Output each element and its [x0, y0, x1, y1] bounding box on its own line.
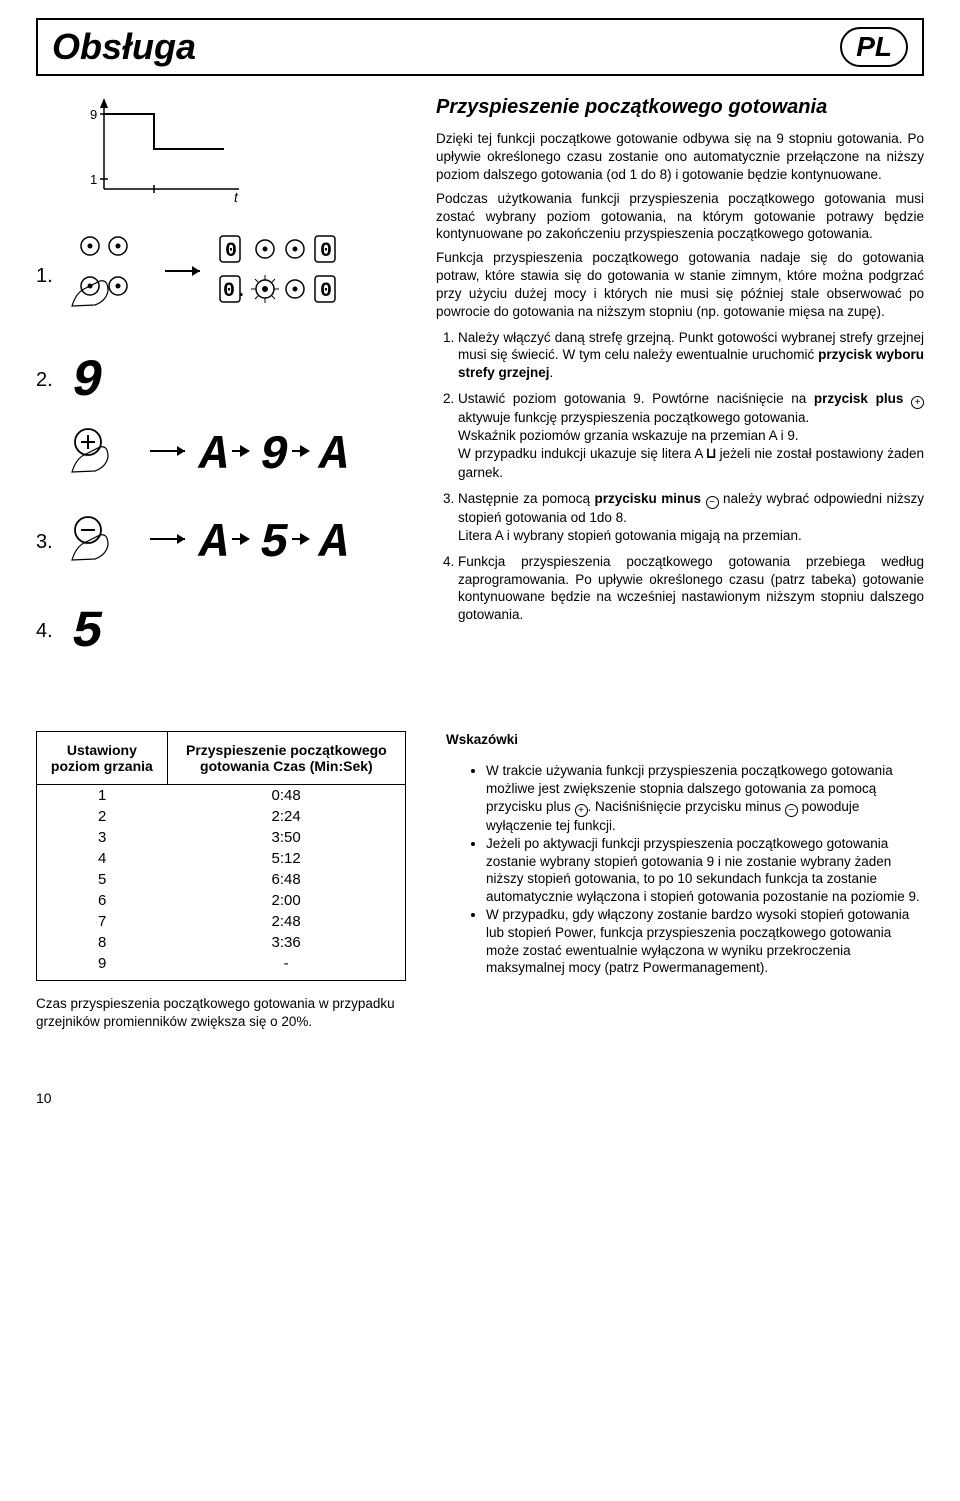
para-1: Dzięki tej funkcji początkowe gotowanie … — [436, 130, 924, 183]
step-4-label: 4. — [36, 620, 70, 643]
plus-icon: + — [911, 396, 924, 409]
step-2-digit: 9 — [70, 349, 130, 407]
bottom-section: Ustawiony poziom grzania Przyspieszenie … — [36, 731, 924, 1030]
instruction-1: Należy włączyć daną strefę grzejną. Punk… — [458, 329, 924, 382]
seven-seg-5: 5 — [72, 603, 103, 658]
graph-y9: 9 — [90, 107, 97, 122]
table-col2-header: Przyspieszenie początkowego gotowania Cz… — [167, 732, 405, 785]
main-content: 9 1 t 1. — [36, 94, 924, 691]
plus-icon: + — [575, 804, 588, 817]
timing-table-block: Ustawiony poziom grzania Przyspieszenie … — [36, 731, 406, 1030]
step-4-digit: 5 — [70, 600, 130, 658]
svg-text:5: 5 — [260, 517, 289, 567]
table-row: 22:24 — [37, 806, 406, 827]
svg-text:0: 0 — [320, 240, 332, 263]
power-time-graph: 9 1 t — [84, 94, 416, 209]
page-number: 10 — [36, 1090, 924, 1106]
hints-title: Wskazówki — [446, 731, 924, 749]
timing-table: Ustawiony poziom grzania Przyspieszenie … — [36, 731, 406, 981]
step-1-illustration: 0 0 0. — [70, 231, 400, 316]
language-badge: PL — [840, 27, 908, 67]
step-2-row: 2. 9 — [36, 349, 416, 412]
minus-icon: − — [785, 804, 798, 817]
table-row: 10:48 — [37, 785, 406, 807]
pot-icon: ⊔ — [707, 446, 716, 463]
instruction-4: Funkcja przyspieszenia początkowego goto… — [458, 553, 924, 624]
table-row: 56:48 — [37, 869, 406, 890]
illustration-column: 9 1 t 1. — [36, 94, 416, 691]
hint-3: W przypadku, gdy włączony zostanie bardz… — [486, 906, 924, 977]
svg-text:0: 0 — [320, 280, 332, 303]
table-footnote: Czas przyspieszenia początkowego gotowan… — [36, 995, 406, 1030]
page-title: Obsługa — [52, 26, 196, 68]
seven-seg-9: 9 — [72, 352, 103, 407]
step-4-row: 4. 5 — [36, 600, 416, 663]
instruction-2: Ustawić poziom gotowania 9. Powtórne nac… — [458, 390, 924, 482]
page-header: Obsługa PL — [36, 18, 924, 76]
graph-svg: 9 1 t — [84, 94, 254, 204]
graph-y1: 1 — [90, 172, 97, 187]
step-2-label: 2. — [36, 369, 70, 392]
table-row: 33:50 — [37, 827, 406, 848]
section-heading: Przyspieszenie początkowego gotowania — [436, 94, 924, 120]
hint-1: W trakcie używania funkcji przyspieszeni… — [486, 762, 924, 834]
step-2b-row: A 9 A — [36, 424, 416, 484]
svg-text:A: A — [197, 517, 229, 567]
svg-text:0.: 0. — [223, 280, 247, 303]
table-row: 72:48 — [37, 911, 406, 932]
svg-text:A: A — [317, 429, 349, 479]
table-row: 9- — [37, 953, 406, 981]
instruction-list: Należy włączyć daną strefę grzejną. Punk… — [436, 329, 924, 625]
text-column: Przyspieszenie początkowego gotowania Dz… — [436, 94, 924, 691]
step-3-row: 3. A 5 A — [36, 512, 416, 572]
step-2b-illustration: A 9 A — [70, 424, 400, 479]
page: Obsługa PL 9 1 t — [0, 0, 960, 1136]
svg-text:A: A — [197, 429, 229, 479]
hints-list: W trakcie używania funkcji przyspieszeni… — [446, 762, 924, 977]
minus-icon: − — [706, 496, 719, 509]
para-3: Funkcja przyspieszenia początkowego goto… — [436, 249, 924, 320]
instruction-3: Następnie za pomocą przycisku minus − na… — [458, 490, 924, 545]
svg-text:9: 9 — [260, 429, 289, 479]
hints-block: Wskazówki W trakcie używania funkcji prz… — [446, 731, 924, 1030]
svg-text:0: 0 — [225, 240, 237, 263]
table-row: 83:36 — [37, 932, 406, 953]
para-2: Podczas użytkowania funkcji przyspieszen… — [436, 190, 924, 243]
step-3-label: 3. — [36, 531, 70, 554]
step-1-label: 1. — [36, 265, 70, 288]
table-row: 45:12 — [37, 848, 406, 869]
hint-2: Jeżeli po aktywacji funkcji przyspieszen… — [486, 835, 924, 906]
table-row: 62:00 — [37, 890, 406, 911]
step-1-row: 1. 0 — [36, 231, 416, 321]
graph-xlabel: t — [234, 189, 239, 204]
svg-text:A: A — [317, 517, 349, 567]
table-col1-header: Ustawiony poziom grzania — [37, 732, 168, 785]
step-3-illustration: A 5 A — [70, 512, 400, 567]
